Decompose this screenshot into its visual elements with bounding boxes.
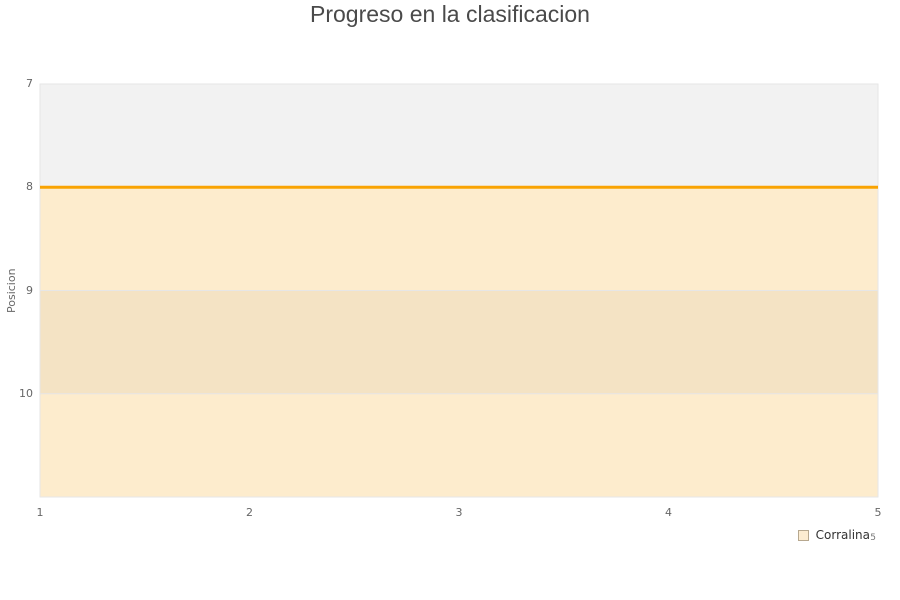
plot-border	[39, 83, 879, 498]
x-tick-label: 4	[665, 506, 672, 519]
grid-band	[40, 290, 878, 394]
legend[interactable]: Corralina	[797, 528, 870, 542]
y-tick-label: 9	[26, 283, 33, 297]
chart-title: Progreso en la clasificacion	[310, 1, 590, 27]
x-tick-label: 5	[874, 506, 882, 519]
series-area	[40, 187, 878, 497]
y-tick-label: 8	[26, 180, 33, 194]
legend-swatch-icon	[797, 529, 809, 541]
legend-extra-text: 5	[870, 533, 876, 543]
y-tick-label: 10	[19, 386, 33, 400]
x-tick-label: 2	[246, 506, 253, 519]
legend-label: Corralina	[815, 528, 870, 542]
x-tick-label: 1	[36, 506, 44, 519]
x-tick-label: 3	[455, 506, 463, 519]
y-tick-label: 7	[26, 77, 33, 90]
grid-band	[40, 84, 878, 188]
